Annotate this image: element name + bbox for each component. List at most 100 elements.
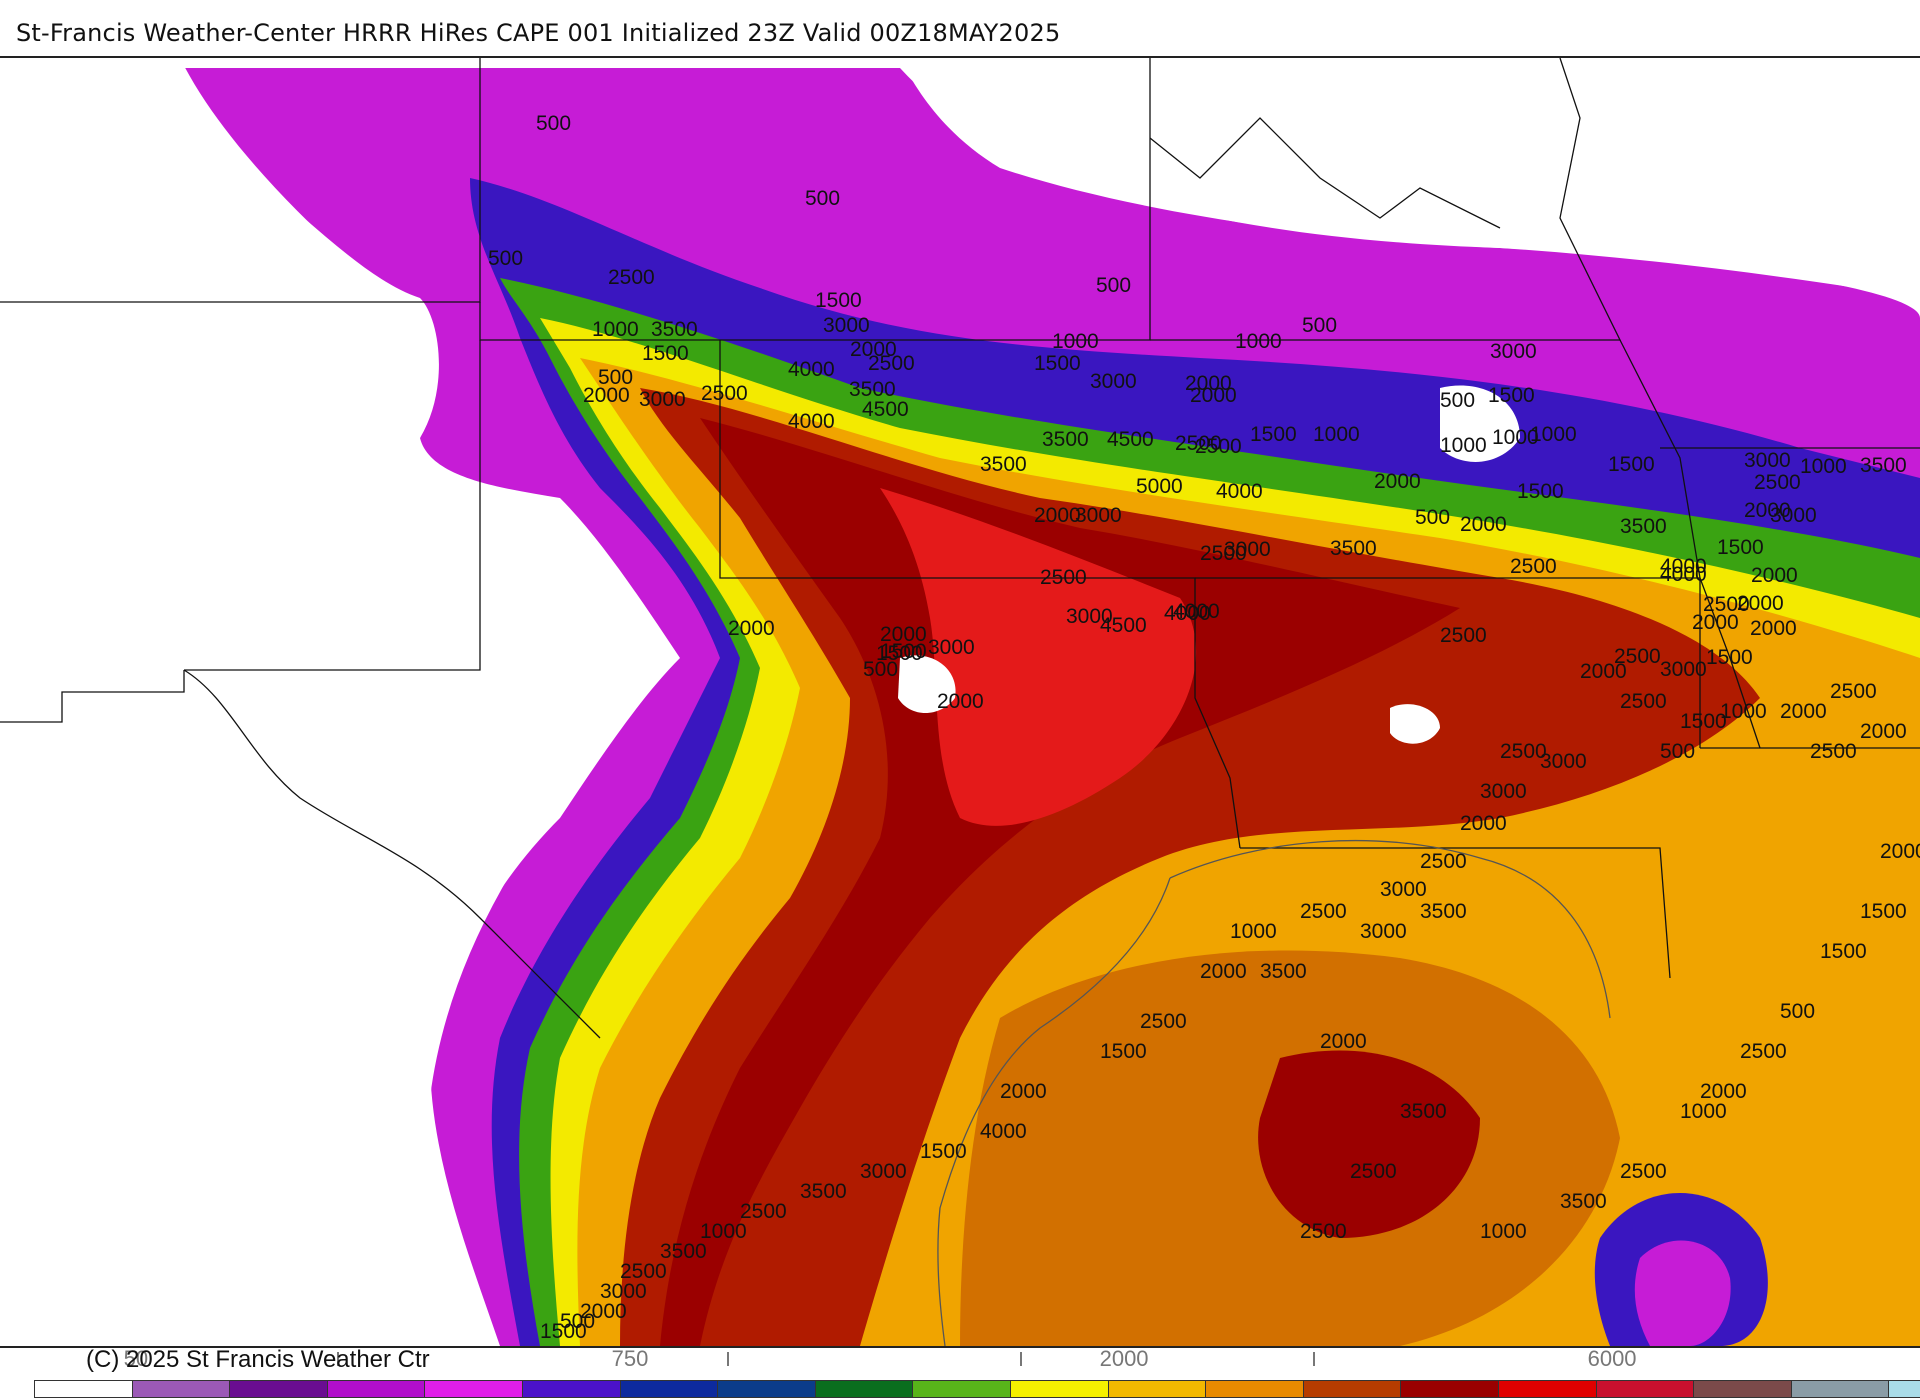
- contour-label: 1500: [1034, 352, 1081, 375]
- contour-label: 3000: [1770, 504, 1817, 527]
- border-line: [719, 340, 1241, 849]
- border-line: [0, 670, 185, 723]
- contour-label: 2500: [1830, 680, 1877, 703]
- contour-label: 2000: [728, 617, 775, 640]
- contour-label: 2500: [620, 1260, 667, 1283]
- no-cape-hole: [898, 655, 956, 713]
- contour-label: 3000: [1540, 750, 1587, 773]
- contour-label: 1500: [642, 342, 689, 365]
- contour-label: 5000: [1136, 475, 1183, 498]
- contour-label: 4000: [1164, 602, 1211, 625]
- contour-label: 2500: [1510, 555, 1557, 578]
- colorbar-swatch: [230, 1381, 328, 1397]
- contour-label: 2000: [580, 1300, 627, 1323]
- contour-label: 1500: [920, 1140, 967, 1163]
- contour-label: 2500: [1703, 593, 1750, 616]
- border-line: [1699, 577, 1761, 749]
- contour-label: 1500: [1820, 940, 1867, 963]
- border-line: [1150, 58, 1622, 341]
- border-line: [184, 340, 481, 671]
- contour-label: 2500: [1500, 740, 1547, 763]
- contour-label: 1000: [1480, 1220, 1527, 1243]
- contour-label: 1000: [1492, 426, 1539, 449]
- contour-label: 2500: [1810, 740, 1857, 763]
- contour-label: 2500: [868, 352, 915, 375]
- copyright-text: (C) 2025 St Francis Weather Ctr: [86, 1346, 430, 1373]
- cape-region-gulf-core: [1258, 1050, 1480, 1238]
- contour-label: 2500: [1740, 1040, 1787, 1063]
- cape-colorbar: [34, 1380, 1920, 1398]
- contour-label: 4500: [1100, 614, 1147, 637]
- contour-label: 500: [560, 1310, 595, 1333]
- contour-label: 500: [1440, 389, 1475, 412]
- contour-label: 2500: [1620, 1160, 1667, 1183]
- contour-label: 2000: [1580, 660, 1627, 683]
- contour-label: 2000: [937, 690, 984, 713]
- contour-label: 2000: [1034, 504, 1081, 527]
- colorbar-swatch: [1791, 1381, 1890, 1397]
- contour-label: 3000: [1090, 370, 1137, 393]
- contour-label: 2500: [1195, 435, 1242, 458]
- contour-label: 1500: [1517, 480, 1564, 503]
- cape-region-gulf-low-core: [1634, 1240, 1731, 1346]
- contour-label: 3500: [1860, 454, 1907, 477]
- contour-label: 3000: [1380, 878, 1427, 901]
- contour-label: 1500: [880, 640, 927, 663]
- contour-label: 2000: [583, 384, 630, 407]
- contour-label: 500: [1302, 314, 1337, 337]
- colorbar-tick-mark: [1020, 1352, 1022, 1366]
- legend-bar: 50 750 2000 6000 (C) 2025 St Francis Weathe…: [0, 1346, 1920, 1400]
- contour-label: 2500: [1300, 1220, 1347, 1243]
- contour-label: 2500: [1754, 471, 1801, 494]
- colorbar-swatch: [718, 1381, 816, 1397]
- contour-label: 2000: [1185, 372, 1232, 395]
- contour-label: 4000: [1660, 563, 1707, 586]
- contour-label: 2500: [1350, 1160, 1397, 1183]
- contour-label: 500: [488, 247, 523, 270]
- contour-label: 4000: [1216, 480, 1263, 503]
- contour-label: 3000: [1360, 920, 1407, 943]
- contour-label: 2500: [1140, 1010, 1187, 1033]
- contour-label: 2500: [701, 382, 748, 405]
- contour-label: 500: [805, 187, 840, 210]
- colorbar-swatch: [1401, 1381, 1499, 1397]
- contour-label: 3500: [1330, 537, 1377, 560]
- contour-label: 500: [1780, 1000, 1815, 1023]
- contour-label: 1500: [876, 642, 923, 665]
- border-line: [1619, 339, 1701, 748]
- contour-label: 4000: [1173, 600, 1220, 623]
- coastline: [1169, 839, 1611, 1019]
- contour-label: 3000: [1744, 449, 1791, 472]
- cape-color-fill: [0, 58, 1920, 1346]
- contour-label: 1500: [1717, 536, 1764, 559]
- contour-label: 3000: [1490, 340, 1537, 363]
- contour-label: 500: [598, 366, 633, 389]
- contour-label: 2000: [1860, 720, 1907, 743]
- contour-label: 2000: [1700, 1080, 1747, 1103]
- contour-label: 2000: [850, 338, 897, 361]
- contour-label: 1000: [1680, 1100, 1727, 1123]
- contour-label: 4000: [1660, 555, 1707, 578]
- contour-label: 2500: [1300, 900, 1347, 923]
- contour-label: 3000: [928, 636, 975, 659]
- contour-label: 2000: [1374, 470, 1421, 493]
- colorbar-tick-label: 2000: [1099, 1346, 1149, 1371]
- colorbar-swatch: [1206, 1381, 1304, 1397]
- contour-label: 1500: [1250, 423, 1297, 446]
- contour-label: 4000: [980, 1120, 1027, 1143]
- contour-label: 3000: [639, 388, 686, 411]
- coastline: [937, 877, 1171, 1346]
- no-cape-hole: [1390, 704, 1440, 744]
- contour-label: 1000: [1720, 700, 1767, 723]
- colorbar-swatch: [35, 1381, 133, 1397]
- contour-label: 2500: [1614, 645, 1661, 668]
- contour-label: 2000: [1000, 1080, 1047, 1103]
- border-line: [183, 669, 601, 1039]
- colorbar-swatch: [620, 1381, 719, 1397]
- contour-label: 3500: [800, 1180, 847, 1203]
- contour-label: 2500: [1440, 624, 1487, 647]
- no-cape-hole: [1440, 385, 1520, 462]
- contour-label: 1000: [592, 318, 639, 341]
- contour-label: 2000: [1190, 384, 1237, 407]
